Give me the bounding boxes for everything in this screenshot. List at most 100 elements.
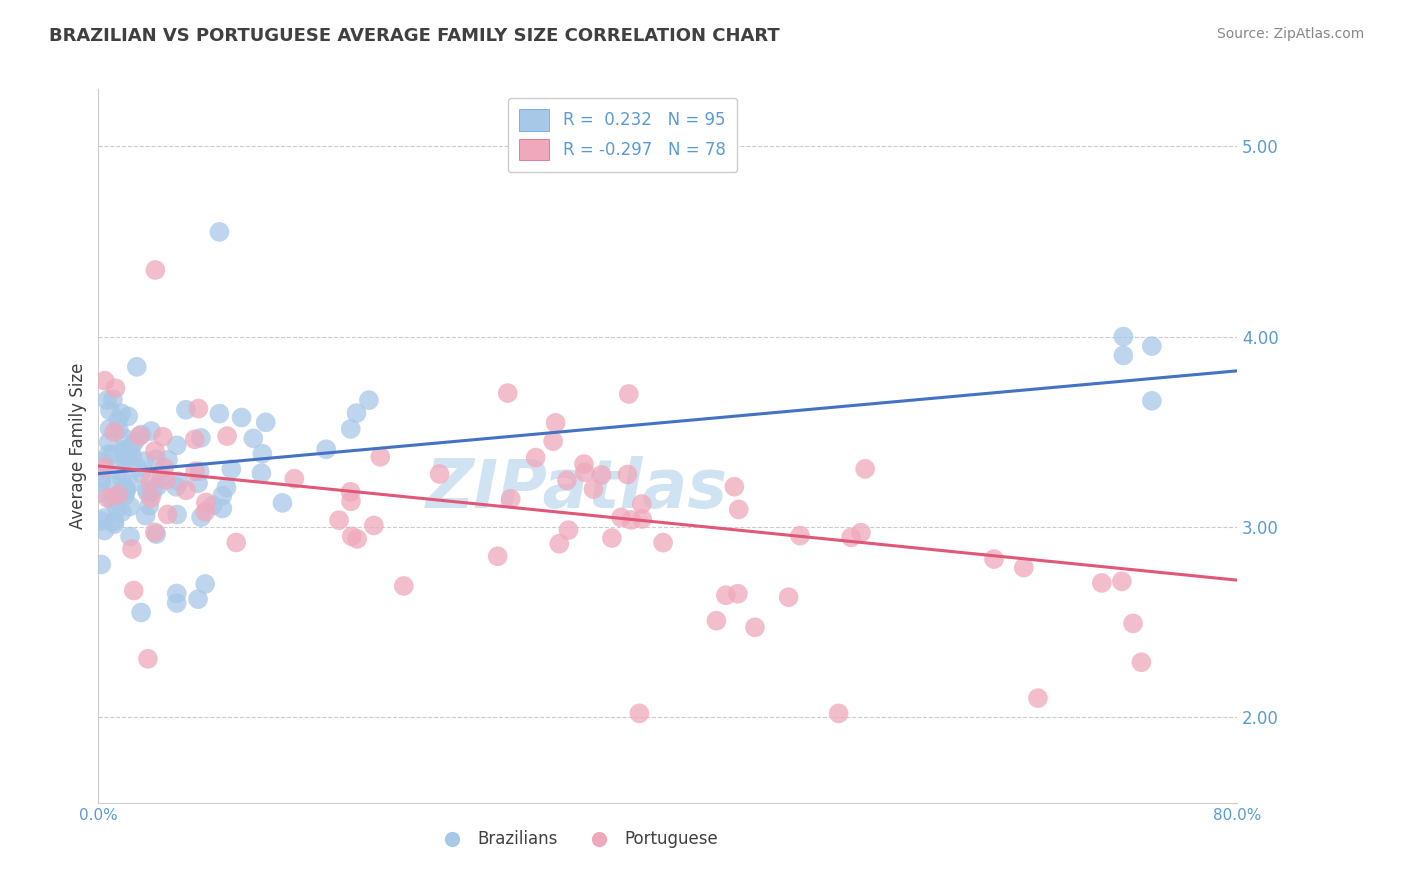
- Point: [187, 401, 209, 416]
- Point: [114, 488, 136, 502]
- Point: [839, 530, 862, 544]
- Point: [340, 529, 363, 543]
- Point: [254, 415, 277, 429]
- Point: [165, 480, 187, 494]
- Point: [983, 552, 1005, 566]
- Point: [631, 512, 654, 526]
- Point: [103, 515, 125, 529]
- Point: [120, 477, 142, 491]
- Point: [141, 424, 163, 438]
- Point: [111, 473, 134, 487]
- Point: [778, 590, 800, 604]
- Point: [346, 406, 368, 420]
- Point: [630, 497, 652, 511]
- Point: [174, 483, 197, 498]
- Point: [114, 481, 136, 495]
- Point: [250, 466, 273, 480]
- Point: [574, 465, 596, 479]
- Point: [211, 489, 233, 503]
- Point: [166, 586, 188, 600]
- Point: [93, 374, 115, 388]
- Point: [167, 475, 190, 489]
- Point: [91, 455, 114, 469]
- Point: [107, 413, 129, 427]
- Point: [93, 460, 115, 475]
- Point: [849, 525, 872, 540]
- Point: [90, 558, 112, 572]
- Point: [706, 614, 728, 628]
- Point: [142, 485, 165, 500]
- Point: [139, 475, 162, 489]
- Point: [120, 440, 142, 454]
- Point: [103, 477, 125, 491]
- Legend: Brazilians, Portuguese: Brazilians, Portuguese: [429, 824, 724, 855]
- Text: ZIPatlas: ZIPatlas: [426, 456, 728, 522]
- Point: [190, 431, 212, 445]
- Point: [723, 480, 745, 494]
- Point: [271, 496, 294, 510]
- Point: [555, 473, 578, 487]
- Point: [103, 517, 125, 532]
- Point: [211, 501, 233, 516]
- Point: [652, 535, 675, 549]
- Point: [117, 447, 139, 461]
- Point: [1091, 575, 1114, 590]
- Y-axis label: Average Family Size: Average Family Size: [69, 363, 87, 529]
- Point: [136, 483, 159, 497]
- Point: [252, 447, 274, 461]
- Point: [368, 450, 391, 464]
- Point: [166, 508, 188, 522]
- Point: [188, 464, 211, 478]
- Point: [194, 495, 217, 509]
- Point: [208, 407, 231, 421]
- Point: [1026, 691, 1049, 706]
- Point: [101, 447, 124, 461]
- Point: [283, 472, 305, 486]
- Point: [145, 263, 167, 277]
- Point: [121, 449, 143, 463]
- Point: [90, 485, 112, 500]
- Point: [127, 460, 149, 475]
- Point: [153, 460, 176, 475]
- Point: [714, 588, 737, 602]
- Point: [184, 464, 207, 478]
- Point: [548, 537, 571, 551]
- Point: [429, 467, 451, 481]
- Point: [103, 425, 125, 439]
- Point: [1130, 655, 1153, 669]
- Point: [194, 577, 217, 591]
- Point: [1111, 574, 1133, 589]
- Point: [138, 499, 160, 513]
- Point: [135, 508, 157, 523]
- Point: [231, 410, 253, 425]
- Point: [134, 454, 156, 468]
- Point: [1140, 393, 1163, 408]
- Point: [98, 403, 121, 417]
- Point: [315, 442, 337, 457]
- Point: [100, 493, 122, 508]
- Point: [187, 476, 209, 491]
- Point: [524, 450, 547, 465]
- Point: [110, 406, 132, 420]
- Point: [217, 429, 239, 443]
- Point: [1122, 616, 1144, 631]
- Text: BRAZILIAN VS PORTUGUESE AVERAGE FAMILY SIZE CORRELATION CHART: BRAZILIAN VS PORTUGUESE AVERAGE FAMILY S…: [49, 27, 780, 45]
- Point: [242, 431, 264, 445]
- Point: [187, 592, 209, 607]
- Point: [610, 510, 633, 524]
- Point: [122, 583, 145, 598]
- Point: [93, 511, 115, 525]
- Point: [201, 499, 224, 513]
- Point: [357, 393, 380, 408]
- Point: [225, 535, 247, 549]
- Point: [115, 450, 138, 464]
- Point: [90, 475, 112, 490]
- Point: [572, 457, 595, 471]
- Point: [600, 531, 623, 545]
- Point: [143, 525, 166, 540]
- Point: [190, 510, 212, 524]
- Point: [1140, 339, 1163, 353]
- Point: [541, 434, 564, 449]
- Point: [328, 513, 350, 527]
- Point: [184, 432, 207, 446]
